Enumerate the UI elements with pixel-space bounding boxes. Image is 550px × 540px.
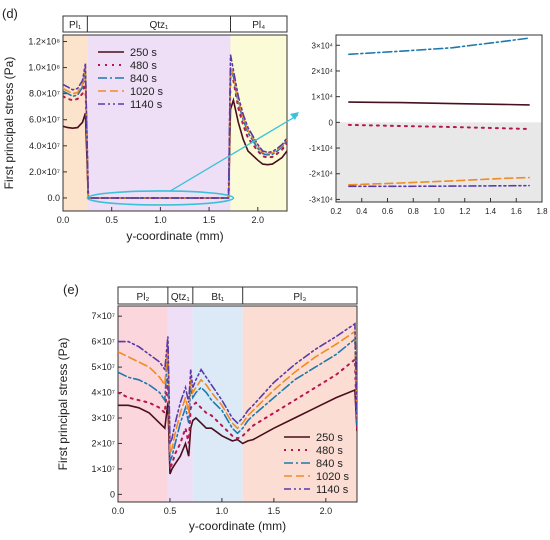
y-tick-label: 0.0: [47, 193, 60, 203]
grain-label: Qtz₁: [149, 20, 169, 31]
x-axis-title: y-coordinate (mm): [189, 519, 286, 533]
panel-label: (d): [2, 6, 18, 21]
y-tick-label: 0: [329, 118, 334, 127]
zoom-ellipse: [86, 190, 235, 206]
series-line-s1020: [348, 176, 530, 186]
grain-label: Pl₁: [69, 20, 82, 31]
y-tick-label: 1.2×10⁸: [28, 37, 60, 47]
series-line-s1020: [63, 67, 287, 199]
y-tick-label: -3×10⁴: [309, 195, 334, 204]
grain-label: Bt₁: [211, 292, 224, 303]
y-tick-label: 7×10⁷: [91, 311, 115, 321]
grain-label: Pl₄: [252, 20, 265, 31]
x-tick-label: 2.0: [320, 506, 333, 516]
x-tick-label: 0.2: [330, 207, 342, 216]
x-tick-label: 1.5: [268, 506, 281, 516]
y-tick-label: 4×10⁷: [91, 388, 115, 398]
x-tick-label: 1.8: [536, 207, 548, 216]
grain-label: Qtz₁: [171, 292, 191, 303]
y-tick-label: 6.0×10⁷: [29, 115, 60, 125]
y-tick-label: 2×10⁷: [91, 438, 115, 448]
x-tick-label: 1.4: [485, 207, 497, 216]
x-tick-label: 2.0: [252, 215, 265, 225]
series-line-s480: [63, 73, 287, 199]
grain-band: [242, 306, 357, 502]
x-tick-label: 0.5: [164, 506, 177, 516]
grain-band: [230, 35, 287, 211]
series-line-s840: [63, 69, 287, 199]
x-tick-label: 0.6: [382, 207, 394, 216]
grain-band: [192, 306, 243, 502]
grain-label: Pl₂: [137, 292, 150, 303]
series-line-s250: [348, 101, 530, 106]
series-line-s480: [118, 357, 357, 470]
series-line-s1020: [118, 330, 357, 454]
x-tick-label: 1.5: [203, 215, 216, 225]
y-tick-label: 0: [110, 489, 115, 499]
inset-negative-region: [336, 122, 542, 202]
series-line-s480: [347, 123, 531, 130]
series-line-s840: [118, 337, 357, 462]
y-tick-label: 5×10⁷: [91, 362, 115, 372]
panel-label: (e): [63, 282, 79, 297]
y-tick-label: 8.0×10⁷: [29, 89, 60, 99]
y-tick-label: 1×10⁴: [312, 93, 334, 102]
y-tick-label: 1×10⁷: [91, 464, 115, 474]
y-tick-label: 2.0×10⁷: [29, 167, 60, 177]
x-tick-label: 0.5: [105, 215, 118, 225]
zoom-arrow: [170, 114, 299, 192]
y-tick-label: 3×10⁴: [312, 41, 334, 50]
legend-label: 1020 s: [130, 86, 164, 98]
legend-label: 840 s: [130, 73, 157, 85]
grain-band: [63, 35, 88, 211]
x-tick-label: 0.0: [57, 215, 70, 225]
x-tick-label: 1.0: [216, 506, 229, 516]
x-tick-label: 0.8: [408, 207, 420, 216]
grain-label: Pl₃: [293, 292, 306, 303]
y-axis-title: First principal stress (Pa): [2, 57, 16, 190]
series-line-s1140: [118, 322, 357, 444]
series-line-s840: [348, 37, 530, 56]
plot-frame: [62, 34, 288, 212]
legend-label: 250 s: [316, 432, 343, 444]
x-tick-label: 0.4: [356, 207, 368, 216]
y-axis-title: First principal stress (Pa): [56, 338, 70, 471]
y-tick-label: -2×10⁴: [309, 170, 334, 179]
x-axis-title: y-coordinate (mm): [126, 229, 223, 243]
y-tick-label: 6×10⁷: [91, 337, 115, 347]
y-tick-label: 3×10⁷: [91, 413, 115, 423]
x-tick-label: 1.2: [459, 207, 471, 216]
legend-label: 250 s: [130, 47, 157, 59]
y-tick-label: 1.0×10⁸: [28, 63, 60, 73]
legend-label: 1140 s: [130, 99, 163, 111]
series-line-s250: [63, 97, 287, 199]
grain-band: [87, 35, 231, 211]
legend-label: 840 s: [316, 458, 343, 470]
grain-bar: [117, 286, 358, 305]
series-line-s250: [118, 388, 357, 475]
legend-label: 480 s: [316, 445, 343, 457]
y-tick-label: 4.0×10⁷: [29, 141, 60, 151]
legend-label: 1140 s: [316, 484, 349, 496]
x-tick-label: 1.6: [511, 207, 523, 216]
grain-band: [118, 306, 168, 502]
x-tick-label: 1.0: [433, 207, 445, 216]
zoom-arrow-head: [290, 112, 299, 120]
legend-label: 480 s: [130, 60, 157, 72]
series-line-s1140: [63, 54, 287, 199]
x-tick-label: 0.0: [112, 506, 125, 516]
legend-label: 1020 s: [316, 471, 350, 483]
y-tick-label: 2×10⁴: [312, 67, 334, 76]
x-tick-label: 1.0: [154, 215, 167, 225]
series-line-s1140: [348, 184, 530, 188]
y-tick-label: -1×10⁴: [309, 144, 334, 153]
